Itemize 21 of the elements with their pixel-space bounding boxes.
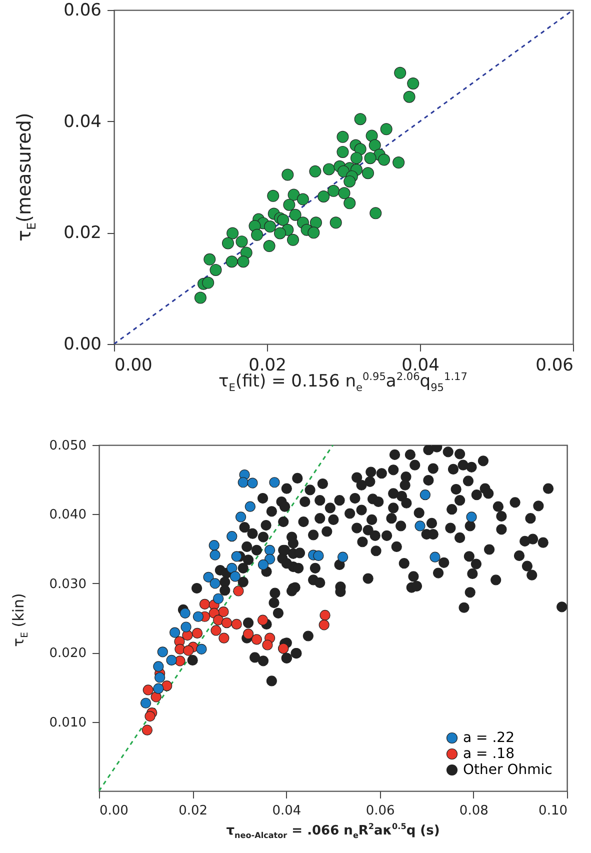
x-tick-label: 0.06 bbox=[536, 356, 574, 376]
x-tick-label: 0.00 bbox=[100, 804, 128, 818]
x-tick-label: 0.08 bbox=[459, 804, 488, 818]
x-tick-label: 0.06 bbox=[366, 804, 395, 818]
legend-label: Other Ohmic bbox=[463, 762, 552, 778]
legend-label: a = .18 bbox=[463, 746, 514, 762]
y-tick-label: 0.010 bbox=[49, 715, 86, 730]
y-tick-label: 0.00 bbox=[64, 334, 102, 354]
y-tick-label: 0.040 bbox=[49, 508, 86, 523]
text: τ$_{neo-Alcator}$ = .066 n$_{e}$R$^{2}$aκ$^{0.5}$q (s) bbox=[226, 822, 440, 840]
y-tick-label: 0.04 bbox=[64, 112, 102, 132]
y-tick-label: 0.06 bbox=[64, 0, 102, 20]
y-tick-label: 0.030 bbox=[49, 576, 86, 592]
x-tick-label: 0.10 bbox=[538, 804, 568, 818]
x-tick-label: 0.02 bbox=[178, 804, 208, 818]
x-tick-label: 0.04 bbox=[272, 804, 302, 818]
legend-label: a = .22 bbox=[463, 730, 514, 746]
y-tick-label: 0.02 bbox=[64, 223, 102, 244]
y-tick-label: 0.050 bbox=[49, 438, 86, 454]
x-tick-label: 0.00 bbox=[114, 356, 152, 376]
y-tick-label: 0.020 bbox=[49, 646, 86, 662]
